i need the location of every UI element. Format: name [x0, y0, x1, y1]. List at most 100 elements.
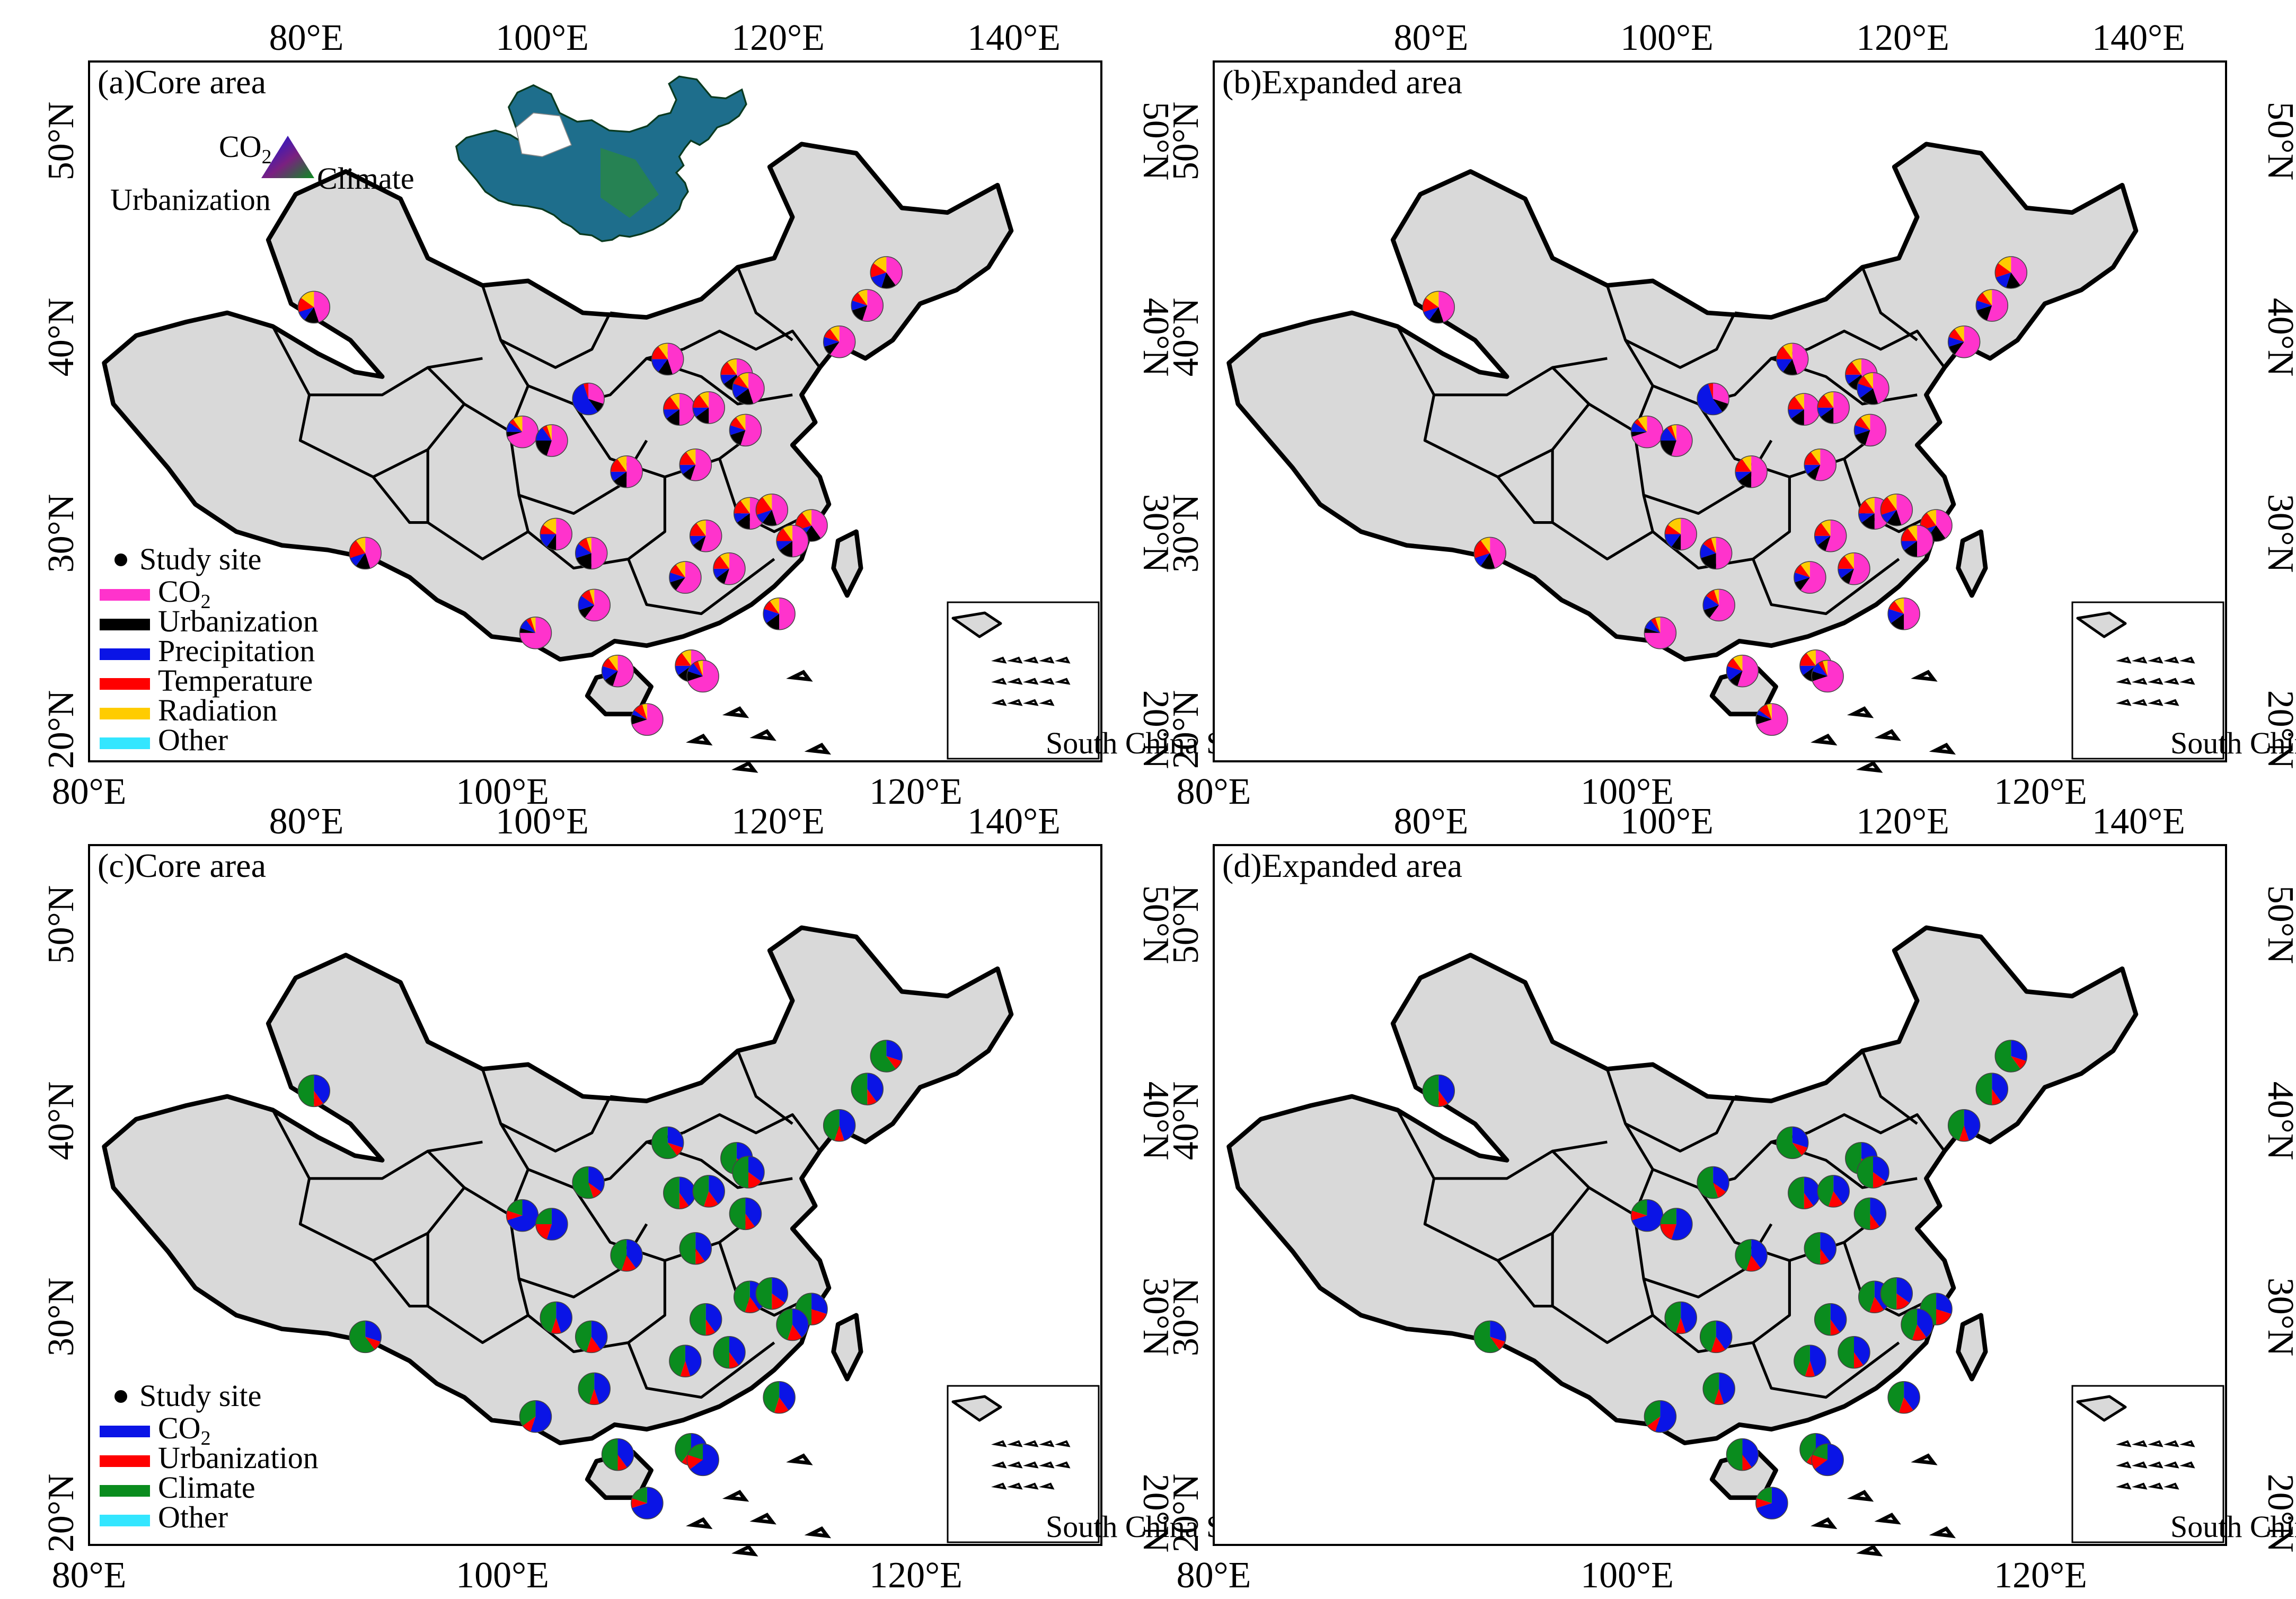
pie-slice: [732, 1156, 748, 1188]
legend-swatch: [100, 619, 150, 630]
pie-outline: [851, 1073, 884, 1105]
site-pie: [1788, 393, 1821, 426]
site-pie: [776, 524, 809, 558]
site-pie: [1857, 1156, 1889, 1189]
pie-slice: [1982, 289, 1992, 306]
pie-slice: [690, 535, 706, 546]
site-pie: [297, 1074, 331, 1108]
right-lat-label: 30°N: [1135, 1278, 1176, 1357]
pie-slice: [1814, 523, 1831, 536]
pie-slice: [776, 1308, 793, 1340]
pie-slice: [1631, 422, 1647, 432]
pie-slice: [1746, 1255, 1761, 1271]
pie-slice: [1800, 561, 1810, 578]
pie-slice: [1804, 393, 1820, 426]
taiwan-island: [1956, 529, 1988, 598]
site-pie: [1838, 552, 1870, 585]
pie-slice: [1820, 1232, 1836, 1261]
left-lat-label: 40°N: [1165, 298, 1206, 377]
pie-slice: [873, 256, 887, 273]
legend-swatch: [100, 1455, 150, 1467]
pie-slice: [1948, 337, 1964, 347]
site-pie: [1697, 382, 1729, 416]
inset-island: [2116, 1461, 2132, 1469]
pie-slice: [1759, 704, 1772, 720]
pie-slice: [1719, 1373, 1735, 1404]
pie-slice: [1955, 326, 1964, 342]
inset-caption: South China Sea Islands: [2170, 726, 2296, 760]
site-pie: [729, 414, 762, 447]
pie-slice: [1783, 359, 1797, 375]
pie-slice: [301, 291, 314, 308]
pie-slice: [1830, 1319, 1840, 1336]
pie-slice: [1804, 452, 1821, 465]
pie-slice: [356, 553, 370, 569]
pie-slice: [1788, 396, 1804, 410]
pie-slice: [1637, 416, 1647, 432]
site-pie: [1422, 291, 1455, 324]
pie-outline: [689, 1303, 722, 1336]
pie-slice: [740, 414, 762, 446]
province-boundary: [1734, 1095, 1772, 1103]
pie-slice: [507, 1199, 538, 1232]
pie-slice: [687, 1444, 703, 1460]
pie-outline: [729, 1197, 762, 1231]
legend-study-site: Study site: [139, 542, 261, 576]
right-lat-label: 20°N: [2260, 1474, 2296, 1553]
right-lat-label: 50°N: [1135, 102, 1176, 181]
pie-slice: [830, 326, 855, 358]
pie-slice: [736, 414, 746, 430]
pie-slice: [579, 605, 595, 618]
site-pie: [1994, 256, 2028, 289]
small-island: [1847, 1490, 1874, 1502]
pie-slice: [1936, 1309, 1951, 1325]
pie-slice: [617, 1454, 628, 1471]
province-boundary: [372, 476, 428, 524]
pie-outline: [540, 1301, 572, 1334]
pie-slice: [350, 553, 366, 566]
pie-slice: [1655, 617, 1661, 633]
pie-outline: [1853, 1197, 1887, 1231]
pie-slice: [720, 374, 737, 384]
small-island: [1856, 1544, 1883, 1557]
pie-outline: [631, 703, 664, 736]
bottom-lon-label: 100°E: [456, 771, 549, 812]
inset-island: [1039, 699, 1055, 706]
site-pie: [575, 1320, 608, 1354]
pie-slice: [669, 572, 685, 583]
pie-slice: [1912, 1324, 1927, 1341]
site-pie: [1838, 1336, 1870, 1369]
pie-slice: [1873, 1172, 1886, 1188]
top-lon-label: 80°E: [1394, 801, 1469, 842]
pie-slice: [506, 422, 523, 432]
province-boundary: [1396, 1109, 1608, 1180]
pie-slice: [1756, 1487, 1788, 1519]
bottom-lon-label: 120°E: [869, 1555, 962, 1596]
bottom-lon-label: 120°E: [869, 771, 962, 812]
pie-slice: [687, 671, 703, 681]
pie-outline: [1664, 517, 1697, 551]
pie-slice: [1645, 620, 1661, 633]
mini-china-map: [455, 75, 747, 242]
pie-slice: [314, 291, 330, 322]
pie-slice: [540, 1302, 557, 1333]
pie-slice: [1474, 540, 1490, 558]
pie-slice: [1776, 1127, 1802, 1159]
site-pie: [349, 537, 382, 570]
pie-slice: [1703, 538, 1716, 554]
legend-swatch: [100, 1426, 150, 1437]
pie-slice: [734, 1281, 750, 1312]
pie-slice: [687, 660, 719, 692]
pie-slice: [1660, 427, 1676, 441]
province-boundary: [1605, 285, 1736, 369]
pie-slice: [1756, 1487, 1772, 1504]
pie-outline: [713, 1336, 746, 1369]
left-lat-label: 50°N: [1165, 885, 1206, 964]
pie-slice: [852, 305, 868, 321]
pie-slice: [546, 534, 557, 550]
pie-slice: [1713, 399, 1728, 412]
pie-slice: [1809, 1345, 1826, 1376]
site-pie: [1947, 325, 1981, 358]
top-lon-label: 120°E: [1856, 801, 1949, 842]
pie-slice: [695, 1232, 712, 1261]
